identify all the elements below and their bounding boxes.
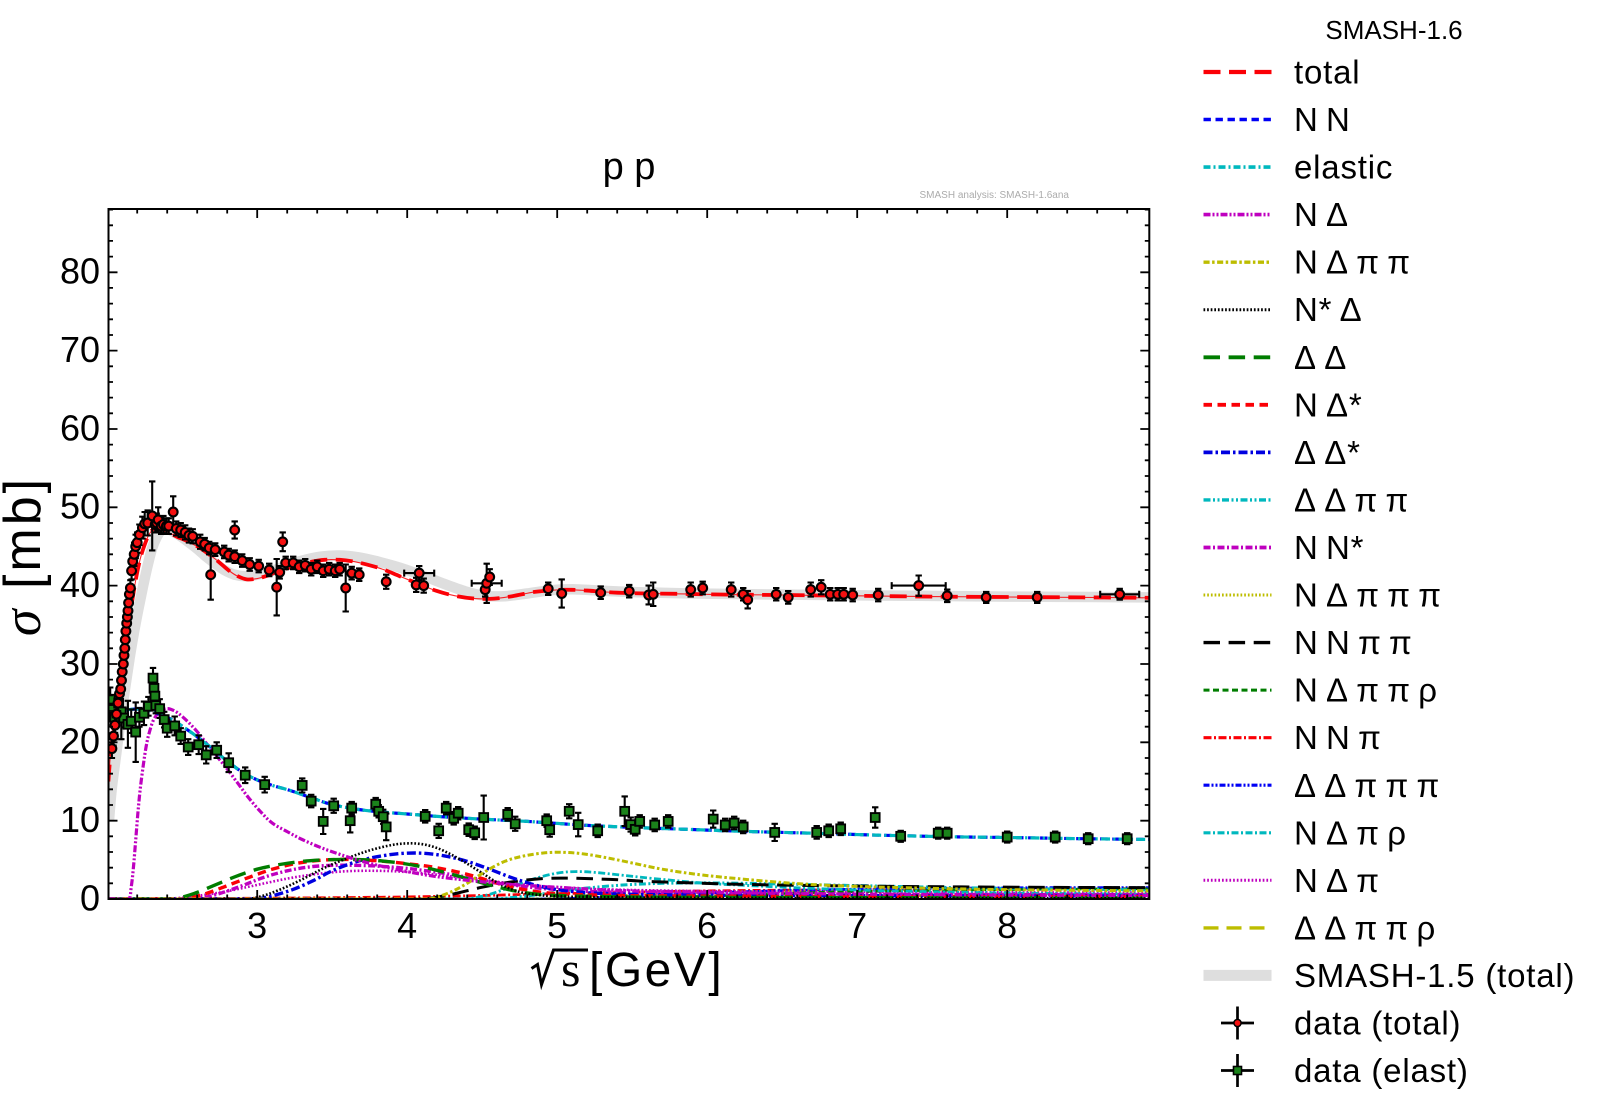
svg-text:data (elast): data (elast) [1294, 1052, 1469, 1089]
svg-text:SMASH-1.5 (total): SMASH-1.5 (total) [1294, 957, 1575, 994]
svg-text:s: s [561, 941, 580, 997]
svg-text:p p: p p [603, 146, 656, 188]
svg-text:Δ Δ*: Δ Δ* [1294, 434, 1361, 471]
svg-text:40: 40 [60, 564, 100, 605]
svg-text:70: 70 [60, 329, 100, 370]
svg-text:total: total [1294, 54, 1360, 91]
svg-text:80: 80 [60, 251, 100, 292]
svg-text:30: 30 [60, 642, 100, 683]
svg-text:N Δ π π: N Δ π π [1294, 244, 1411, 281]
svg-text:3: 3 [247, 905, 267, 946]
svg-text:N Δ π π ρ: N Δ π π ρ [1294, 672, 1438, 709]
svg-text:N N*: N N* [1294, 529, 1364, 566]
svg-text:N Δ*: N Δ* [1294, 386, 1363, 423]
svg-text:N Δ: N Δ [1294, 196, 1349, 233]
svg-text:elastic: elastic [1294, 149, 1393, 186]
svg-text:N N π: N N π [1294, 719, 1382, 756]
svg-text:Δ Δ π π π: Δ Δ π π π [1294, 767, 1440, 804]
svg-text:20: 20 [60, 721, 100, 762]
svg-text:60: 60 [60, 407, 100, 448]
svg-text:6: 6 [697, 905, 717, 946]
svg-text:N Δ π ρ: N Δ π ρ [1294, 814, 1407, 851]
svg-text:SMASH-1.6: SMASH-1.6 [1325, 15, 1462, 45]
svg-text:data (total): data (total) [1294, 1005, 1461, 1042]
svg-text:50: 50 [60, 486, 100, 527]
svg-text:4: 4 [397, 905, 417, 946]
svg-text:N Δ π: N Δ π [1294, 862, 1380, 899]
svg-text:N Δ π π π: N Δ π π π [1294, 577, 1442, 614]
svg-text:0: 0 [80, 877, 100, 918]
svg-text:N N π π: N N π π [1294, 624, 1413, 661]
svg-text:[GeV]: [GeV] [589, 944, 724, 997]
svg-text:7: 7 [847, 905, 867, 946]
svg-text:8: 8 [997, 905, 1017, 946]
svg-text:N N: N N [1294, 101, 1351, 138]
svg-text:5: 5 [547, 905, 567, 946]
svg-text:Δ Δ π π: Δ Δ π π [1294, 481, 1409, 518]
svg-text:10: 10 [60, 799, 100, 840]
svg-text:Δ Δ: Δ Δ [1294, 339, 1347, 376]
svg-text:N* Δ: N* Δ [1294, 291, 1363, 328]
svg-text:SMASH analysis: SMASH-1.6ana: SMASH analysis: SMASH-1.6ana [919, 190, 1069, 201]
svg-text:σ [mb]: σ [mb] [0, 476, 52, 636]
svg-text:Δ Δ π π ρ: Δ Δ π π ρ [1294, 909, 1436, 946]
